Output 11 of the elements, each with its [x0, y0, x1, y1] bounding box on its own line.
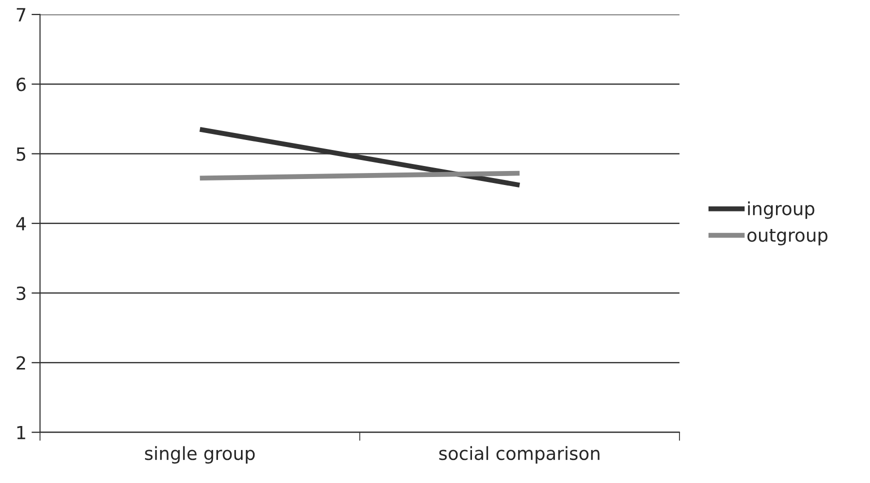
y-tick-label: 1 [17, 426, 26, 440]
y-tick-label: 6 [16, 78, 26, 92]
y-tick-label: 3 [16, 286, 26, 300]
legend-label: ingroup [748, 201, 814, 219]
x-tick-label: single group [145, 446, 255, 464]
y-tick-label: 2 [16, 356, 26, 370]
y-tick-label: 7 [16, 8, 26, 22]
x-tick-label: social comparison [439, 446, 600, 464]
y-tick-label: 5 [16, 147, 26, 161]
y-tick-label: 4 [16, 217, 26, 230]
legend-label: outgroup [747, 228, 828, 246]
